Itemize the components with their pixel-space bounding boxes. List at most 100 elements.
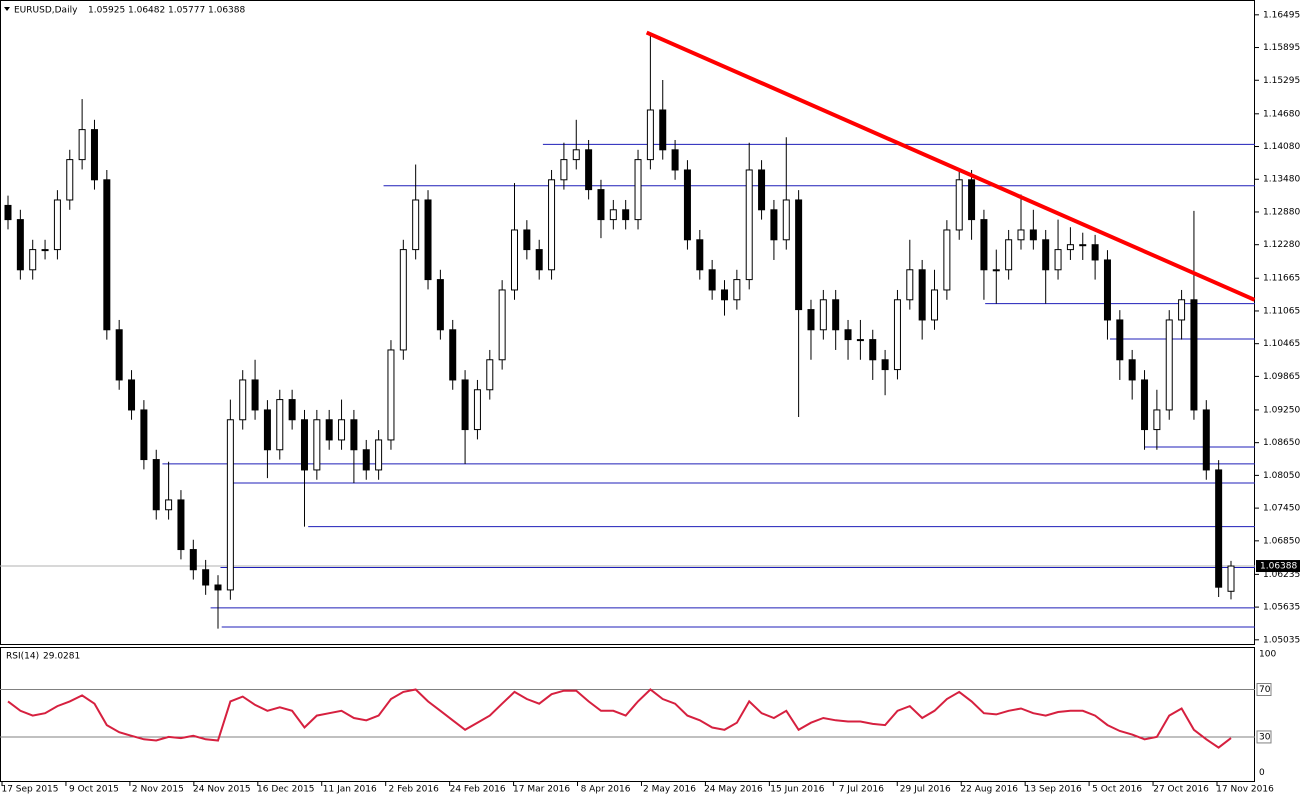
y-tick-label: 1.08050: [1263, 471, 1300, 481]
y-tick-label: 1.15895: [1263, 43, 1300, 53]
y-tick-label: 1.15295: [1263, 76, 1300, 86]
candle-body: [918, 269, 926, 321]
candle-body: [449, 329, 457, 381]
candle-body: [1178, 299, 1186, 321]
x-tick-label: 15 Jun 2016: [770, 785, 824, 795]
candle-body: [646, 109, 654, 161]
candle-body: [78, 129, 86, 161]
candle-body: [1128, 359, 1136, 381]
y-tick-label: 1.05635: [1263, 603, 1300, 613]
rsi-level-box: [1256, 683, 1272, 697]
candle-body: [239, 379, 247, 421]
x-tick-label: 17 Sep 2015: [1, 785, 58, 795]
candle-body: [41, 249, 49, 252]
x-tick-label: 22 Aug 2016: [960, 785, 1018, 795]
candle-body: [350, 419, 358, 451]
candle-body: [66, 159, 74, 201]
candle-body: [745, 169, 753, 281]
candle-body: [758, 169, 766, 211]
menu-arrow[interactable]: [4, 7, 10, 11]
candle-body: [622, 209, 630, 221]
candle-body: [412, 199, 420, 251]
x-tick-label: 24 Nov 2015: [193, 785, 251, 795]
rsi-tick-label: 30: [1259, 732, 1271, 742]
candle-body: [992, 269, 1000, 272]
candle-body: [115, 329, 123, 381]
candle-body: [140, 409, 148, 461]
y-tick-label: 1.16495: [1263, 10, 1300, 20]
candle-body: [795, 199, 803, 311]
candle-body: [1005, 239, 1013, 271]
x-tick-label: 2 May 2016: [643, 785, 696, 795]
candle-body: [375, 439, 383, 471]
x-tick-label: 13 Sep 2016: [1025, 785, 1082, 795]
y-tick-label: 1.14680: [1263, 109, 1300, 119]
y-tick-label: 1.10465: [1263, 339, 1300, 349]
rsi-label: RSI(14): [6, 652, 39, 662]
x-tick-label: 5 Oct 2016: [1092, 785, 1142, 795]
candle-body: [597, 189, 605, 221]
price-box-label: 1.06388: [1260, 562, 1297, 572]
candle-body: [659, 109, 667, 151]
x-tick-label: 2 Nov 2015: [132, 785, 184, 795]
x-tick-label: 16 Dec 2015: [257, 785, 315, 795]
candle-body: [1165, 319, 1173, 411]
candle-body: [844, 329, 852, 341]
candle-body: [869, 339, 877, 361]
candle-body: [733, 279, 741, 301]
candle-body: [90, 129, 98, 181]
candle-body: [721, 289, 729, 301]
y-tick-label: 1.14080: [1263, 142, 1300, 152]
candle-body: [1215, 469, 1223, 588]
y-tick-label: 1.06850: [1263, 536, 1300, 546]
candle-body: [609, 209, 617, 221]
candle-body: [856, 339, 864, 342]
candle-body: [560, 159, 568, 181]
header-close: 1.06388: [208, 6, 245, 16]
y-tick-label: 1.11065: [1263, 306, 1300, 316]
candle-body: [1029, 229, 1037, 241]
candle-body: [424, 199, 432, 281]
y-tick-label: 1.09865: [1263, 372, 1300, 382]
x-tick-label: 17 Mar 2016: [513, 785, 570, 795]
candle-body: [486, 359, 494, 391]
candle-body: [548, 179, 556, 271]
candle-body: [1116, 319, 1124, 361]
candle-body: [313, 419, 321, 471]
candle-body: [362, 449, 370, 471]
x-tick-label: 24 Feb 2016: [450, 785, 506, 795]
candle-body: [1054, 249, 1062, 271]
price-box: [1256, 560, 1300, 573]
y-tick-label: 1.13480: [1263, 175, 1300, 185]
candle-body: [461, 379, 469, 431]
candle-body: [263, 409, 271, 451]
candle-body: [893, 299, 901, 371]
x-tick-label: 27 Oct 2016: [1153, 785, 1209, 795]
header-low: 1.05777: [168, 6, 205, 16]
candle-body: [4, 204, 12, 221]
rsi-value: 29.0281: [43, 652, 80, 662]
candle-body: [1066, 244, 1074, 251]
candle-body: [16, 219, 24, 271]
y-tick-label: 1.07450: [1263, 504, 1300, 514]
candle-body: [276, 399, 284, 451]
y-tick-label: 1.06235: [1263, 570, 1300, 580]
candle-body: [1202, 409, 1210, 471]
rsi-tick-label: 100: [1259, 649, 1276, 659]
rsi-line: [7, 688, 1232, 749]
candle-body: [152, 459, 160, 511]
candle-body: [955, 179, 963, 231]
candle-body: [782, 199, 790, 241]
x-tick-label: 9 Oct 2015: [69, 785, 119, 795]
candle-body: [202, 569, 210, 586]
header-high: 1.06482: [128, 6, 165, 16]
candle-body: [53, 199, 61, 251]
candle-body: [708, 269, 716, 291]
candle-body: [906, 269, 914, 301]
candle-body: [177, 499, 185, 551]
candle-body: [473, 389, 481, 431]
candle-body: [819, 299, 827, 331]
y-tick-label: 1.11665: [1263, 274, 1300, 284]
x-tick-label: 11 Jan 2016: [323, 785, 377, 795]
